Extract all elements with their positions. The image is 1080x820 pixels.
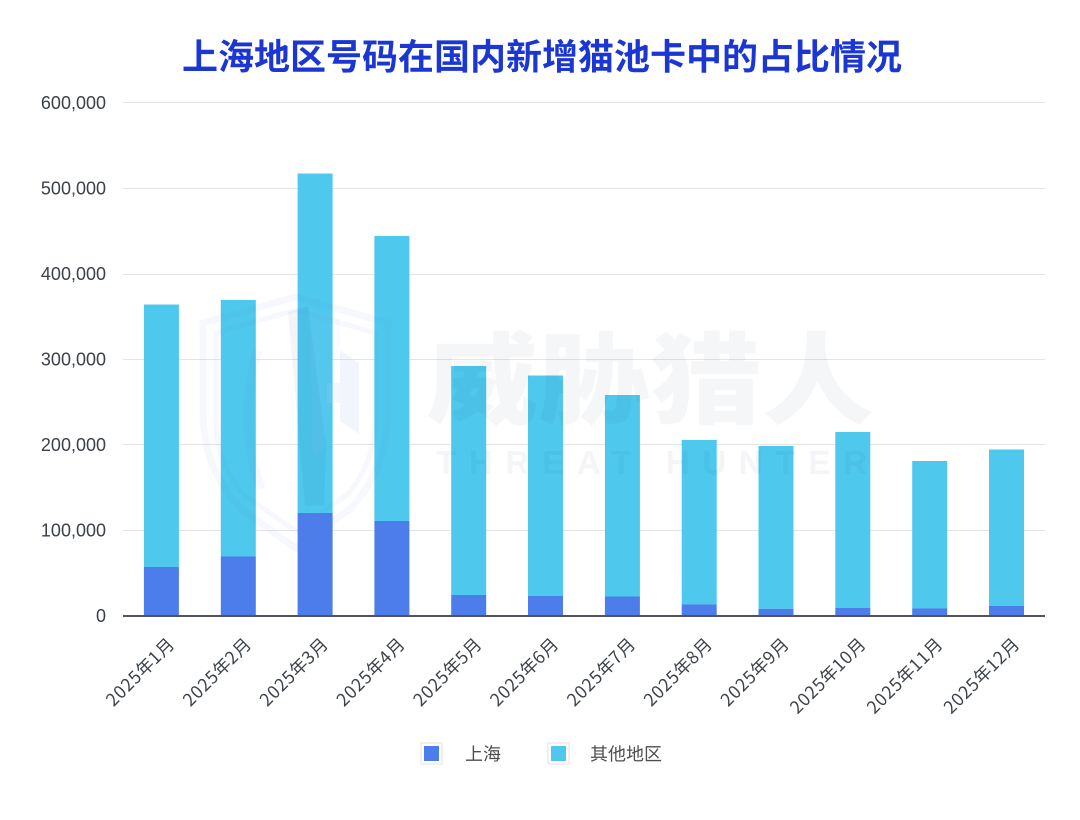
svg-text:500,000: 500,000 <box>41 179 106 199</box>
svg-text:300,000: 300,000 <box>41 350 106 370</box>
svg-text:400,000: 400,000 <box>41 264 106 284</box>
svg-text:0: 0 <box>96 606 106 626</box>
svg-text:100,000: 100,000 <box>41 521 106 541</box>
svg-text:THREAT HUNTER: THREAT HUNTER <box>436 444 879 481</box>
svg-text:200,000: 200,000 <box>41 435 106 455</box>
svg-text:600,000: 600,000 <box>41 93 106 113</box>
